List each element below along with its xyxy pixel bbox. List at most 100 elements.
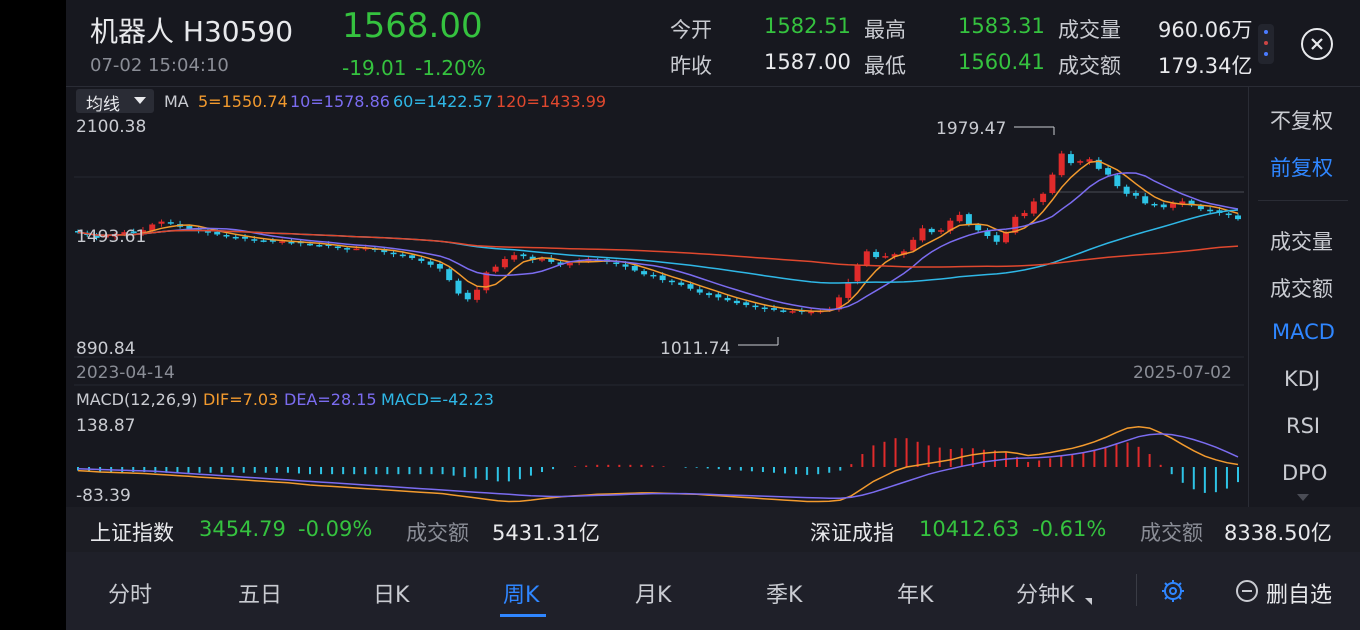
sh-index-name[interactable]: 上证指数 [90,521,174,545]
candle-body [622,264,629,267]
macd-dif: DIF=7.03 [203,390,279,409]
period-tab-bar: 分时 五日 日K 周K 月K 季K 年K 分钟K 删自选 [66,552,1360,630]
remove-watchlist-button[interactable]: 删自选 [1266,583,1333,608]
sz-amount-label: 成交额 [1140,521,1203,545]
candle-body [1160,204,1167,208]
remove-circle-icon [1236,580,1258,602]
open-value: 1582.51 [764,14,851,38]
candle-body [483,272,490,291]
more-menu-icon[interactable] [1258,24,1274,64]
low-value: 1560.41 [958,50,1045,74]
candle-body [492,266,499,272]
low-label: 最低 [864,54,906,78]
right-panel-separator [1258,200,1348,201]
candle-body [102,235,109,238]
scroll-down-icon[interactable] [1297,494,1309,501]
candle-body [928,228,935,233]
candle-body [353,248,360,251]
candle-body [696,289,703,293]
kline-chart[interactable]: 1979.47 1011.74 [66,87,1248,507]
candle-body [845,282,852,298]
candle-body [910,239,917,251]
candle-body [1114,175,1121,187]
minute-k-dropdown-icon [1085,598,1092,605]
tab-minute-k[interactable]: 分钟K [1016,583,1075,608]
candle-body [288,241,295,244]
candle-body [204,231,211,233]
close-icon[interactable] [1301,28,1333,60]
sz-index-name[interactable]: 深证成指 [810,521,894,545]
date-end: 2025-07-02 [1133,363,1232,383]
settings-gear-icon[interactable] [1160,578,1186,604]
candle-body [223,235,230,237]
candle-body [1142,196,1149,204]
candle-body [242,236,249,239]
tab-quarterly-k[interactable]: 季K [766,583,803,608]
stock-name: 机器人 H30590 [90,15,294,48]
candle-body [269,240,276,242]
candle-body [900,251,907,255]
tab-monthly-k[interactable]: 月K [635,583,672,608]
candle-body [418,258,425,261]
high-value: 1583.31 [958,14,1045,38]
candle-body [158,221,165,224]
stock-chart-screen: 机器人 H30590 07-02 15:04:10 1568.00 -19.01… [66,0,1360,630]
candle-body [1123,186,1130,194]
indicator-kdj[interactable]: KDJ [1284,367,1321,391]
candle-body [780,310,787,312]
y-axis-mid: 1493.61 [76,227,147,247]
candle-body [975,225,982,231]
candle-body [399,254,406,257]
indicator-macd[interactable]: MACD [1272,320,1335,344]
candle-body [539,259,545,261]
candle-body [557,262,564,265]
sh-index-change: -0.09% [298,517,373,541]
candle-body [1235,215,1241,220]
candle-body [214,231,221,235]
candle-body [743,302,750,306]
candle-body [93,235,100,238]
ma10-line [77,172,1239,311]
tab-five-day[interactable]: 五日 [238,583,283,608]
candle-body [641,271,648,275]
ma-dropdown[interactable]: 均线 [76,89,154,115]
candle-body [1086,159,1093,162]
candle-body [1151,203,1158,206]
candle-body [474,289,481,300]
candle-body [511,255,518,260]
price-change: -19.01 [342,56,407,80]
sh-amount-value: 5431.31亿 [492,521,600,545]
candle-body [835,297,842,310]
macd-axis-top: 138.87 [76,416,136,436]
candle-body [873,251,880,258]
candle-body [186,226,193,229]
candle-body [566,262,573,266]
indicator-amount[interactable]: 成交额 [1270,277,1333,301]
candle-body [1003,232,1009,243]
tab-intraday[interactable]: 分时 [108,583,153,608]
tab-yearly-k[interactable]: 年K [897,583,934,608]
candle-body [344,248,351,250]
candle-body [1040,193,1047,203]
candle-body [1207,209,1214,212]
volume-value: 960.06万 [1158,18,1253,42]
candle-body [668,280,675,283]
indicator-rsi[interactable]: RSI [1286,414,1321,438]
no-adjust-option[interactable]: 不复权 [1270,109,1333,133]
prev-close-label: 昨收 [670,54,712,78]
tab-daily-k[interactable]: 日K [373,583,410,608]
indicator-volume[interactable]: 成交量 [1270,230,1333,254]
forward-adjust-option[interactable]: 前复权 [1270,156,1333,180]
candle-body [464,292,471,300]
tab-weekly-k[interactable]: 周K [503,583,540,608]
moving-average-layer [77,160,1239,313]
candle-body [1049,174,1056,194]
candle-body [279,241,286,243]
ma10-value: 10=1578.86 [290,92,390,111]
macd-dea: DEA=28.15 [284,390,377,409]
candle-body [390,252,397,255]
candle-body [715,294,722,298]
macd-layer [77,425,1239,503]
indicator-dpo[interactable]: DPO [1282,461,1328,485]
candle-body [965,214,972,225]
